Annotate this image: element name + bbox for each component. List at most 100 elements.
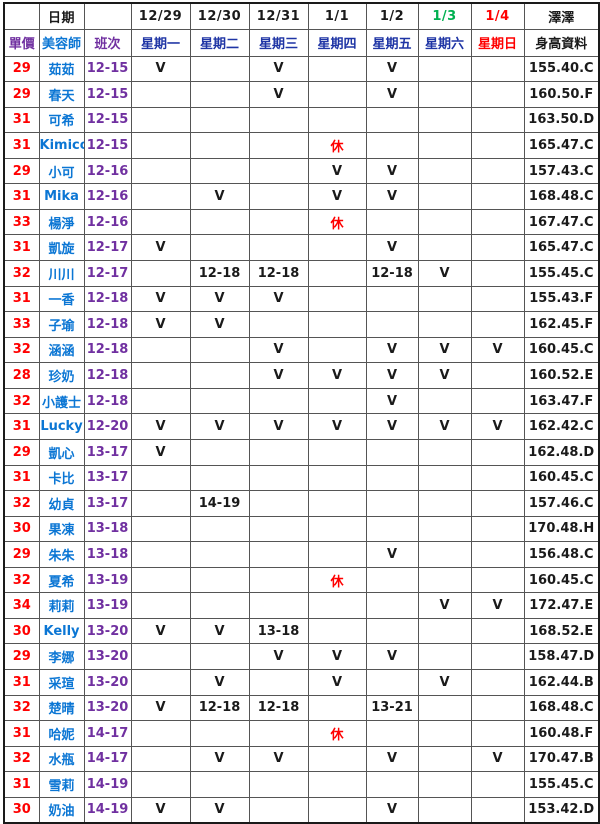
day-cell xyxy=(307,490,367,517)
day-cell: V xyxy=(130,796,191,824)
shift-cell: 13-18 xyxy=(83,515,132,543)
day-cell xyxy=(189,106,250,134)
day-cell: V xyxy=(365,745,419,773)
day-cell xyxy=(417,438,472,466)
price-cell: 32 xyxy=(3,387,40,415)
day-cell: V xyxy=(417,362,472,389)
date-header-cell: 1/1 xyxy=(307,2,367,30)
table-row: 31 卡比 13-17 160.45.C xyxy=(3,464,600,492)
table-row: 29 茹茹 12-15 V V V 155.40.C xyxy=(3,55,600,83)
day-cell xyxy=(417,643,472,670)
info-cell: 160.45.C xyxy=(523,336,600,364)
info-cell: 160.50.F xyxy=(523,81,600,108)
day-cell xyxy=(470,387,525,415)
day-cell xyxy=(130,81,191,108)
price-cell: 32 xyxy=(3,260,40,287)
name-cell: 果凍 xyxy=(38,515,85,543)
name-cell: 朱朱 xyxy=(38,541,85,568)
day-cell xyxy=(470,311,525,338)
name-cell: 采瑄 xyxy=(38,669,85,696)
day-cell xyxy=(248,311,309,338)
info-cell: 168.48.C xyxy=(523,183,600,210)
day-cell xyxy=(417,183,472,210)
day-cell xyxy=(130,515,191,543)
day-cell xyxy=(248,720,309,747)
weekday-header-cell: 星期五 xyxy=(365,28,419,57)
day-cell xyxy=(417,694,472,722)
day-cell: V xyxy=(189,285,250,313)
day-cell: V xyxy=(248,413,309,440)
price-cell: 34 xyxy=(3,592,40,619)
info-cell: 157.46.C xyxy=(523,490,600,517)
sheet-owner-cell: 澤澤 xyxy=(523,2,600,30)
shift-header-cell: 班次 xyxy=(83,28,132,57)
day-cell xyxy=(470,285,525,313)
table-body: 29 茹茹 12-15 V V V 155.40.C 29 春天 12-15 V V 160.50.F 3… xyxy=(3,55,600,824)
day-cell xyxy=(307,438,367,466)
shift-cell: 14-17 xyxy=(83,745,132,773)
name-cell: 可希 xyxy=(38,106,85,134)
name-cell: 夏希 xyxy=(38,566,85,594)
day-cell xyxy=(248,387,309,415)
day-cell xyxy=(248,157,309,185)
day-cell xyxy=(189,132,250,159)
price-cell: 32 xyxy=(3,336,40,364)
shift-cell: 12-20 xyxy=(83,413,132,440)
day-cell xyxy=(130,336,191,364)
table-row: 29 李娜 13-20 V V V 158.47.D xyxy=(3,643,600,670)
date-label-cell: 日期 xyxy=(38,2,85,30)
day-cell xyxy=(189,515,250,543)
day-cell xyxy=(130,720,191,747)
day-cell: 14-19 xyxy=(189,490,250,517)
shift-cell: 13-18 xyxy=(83,541,132,568)
shift-cell: 12-16 xyxy=(83,183,132,210)
shift-cell: 13-19 xyxy=(83,566,132,594)
table-row: 31 哈妮 14-17 休 160.48.F xyxy=(3,720,600,747)
table-row: 31 Lucky 12-20 V V V V V V V 162.42.C xyxy=(3,413,600,440)
day-cell xyxy=(417,132,472,159)
name-cell: 奶油 xyxy=(38,796,85,824)
table-row: 30 奶油 14-19 V V V 153.42.D xyxy=(3,796,600,824)
day-cell xyxy=(189,81,250,108)
day-cell: V xyxy=(470,592,525,619)
day-cell xyxy=(307,796,367,824)
day-cell: V xyxy=(417,413,472,440)
price-cell: 32 xyxy=(3,745,40,773)
name-cell: Kelly xyxy=(38,617,85,645)
info-cell: 168.48.C xyxy=(523,694,600,722)
day-cell: V xyxy=(248,55,309,83)
weekday-header-cell: 星期三 xyxy=(248,28,309,57)
price-cell: 30 xyxy=(3,515,40,543)
day-cell xyxy=(470,643,525,670)
shift-cell: 12-17 xyxy=(83,260,132,287)
day-cell: V xyxy=(307,362,367,389)
day-cell xyxy=(470,260,525,287)
name-cell: 李娜 xyxy=(38,643,85,670)
price-cell: 31 xyxy=(3,413,40,440)
price-cell: 29 xyxy=(3,81,40,108)
name-cell: 哈妮 xyxy=(38,720,85,747)
day-cell xyxy=(470,771,525,798)
day-cell: V xyxy=(248,643,309,670)
day-cell: V xyxy=(248,745,309,773)
day-cell xyxy=(130,464,191,492)
day-cell xyxy=(470,617,525,645)
day-cell xyxy=(248,490,309,517)
day-cell xyxy=(248,541,309,568)
shift-cell: 13-20 xyxy=(83,669,132,696)
day-cell: 13-21 xyxy=(365,694,419,722)
day-cell xyxy=(307,771,367,798)
day-cell: V xyxy=(365,413,419,440)
day-cell: V xyxy=(130,311,191,338)
day-cell xyxy=(470,106,525,134)
day-cell xyxy=(130,387,191,415)
price-cell: 29 xyxy=(3,541,40,568)
day-off-cell: 休 xyxy=(307,566,367,594)
day-cell xyxy=(417,234,472,261)
day-cell xyxy=(189,720,250,747)
day-cell: V xyxy=(365,796,419,824)
day-cell xyxy=(189,541,250,568)
price-cell: 29 xyxy=(3,643,40,670)
day-cell xyxy=(365,669,419,696)
beautician-header-cell: 美容師 xyxy=(38,28,85,57)
